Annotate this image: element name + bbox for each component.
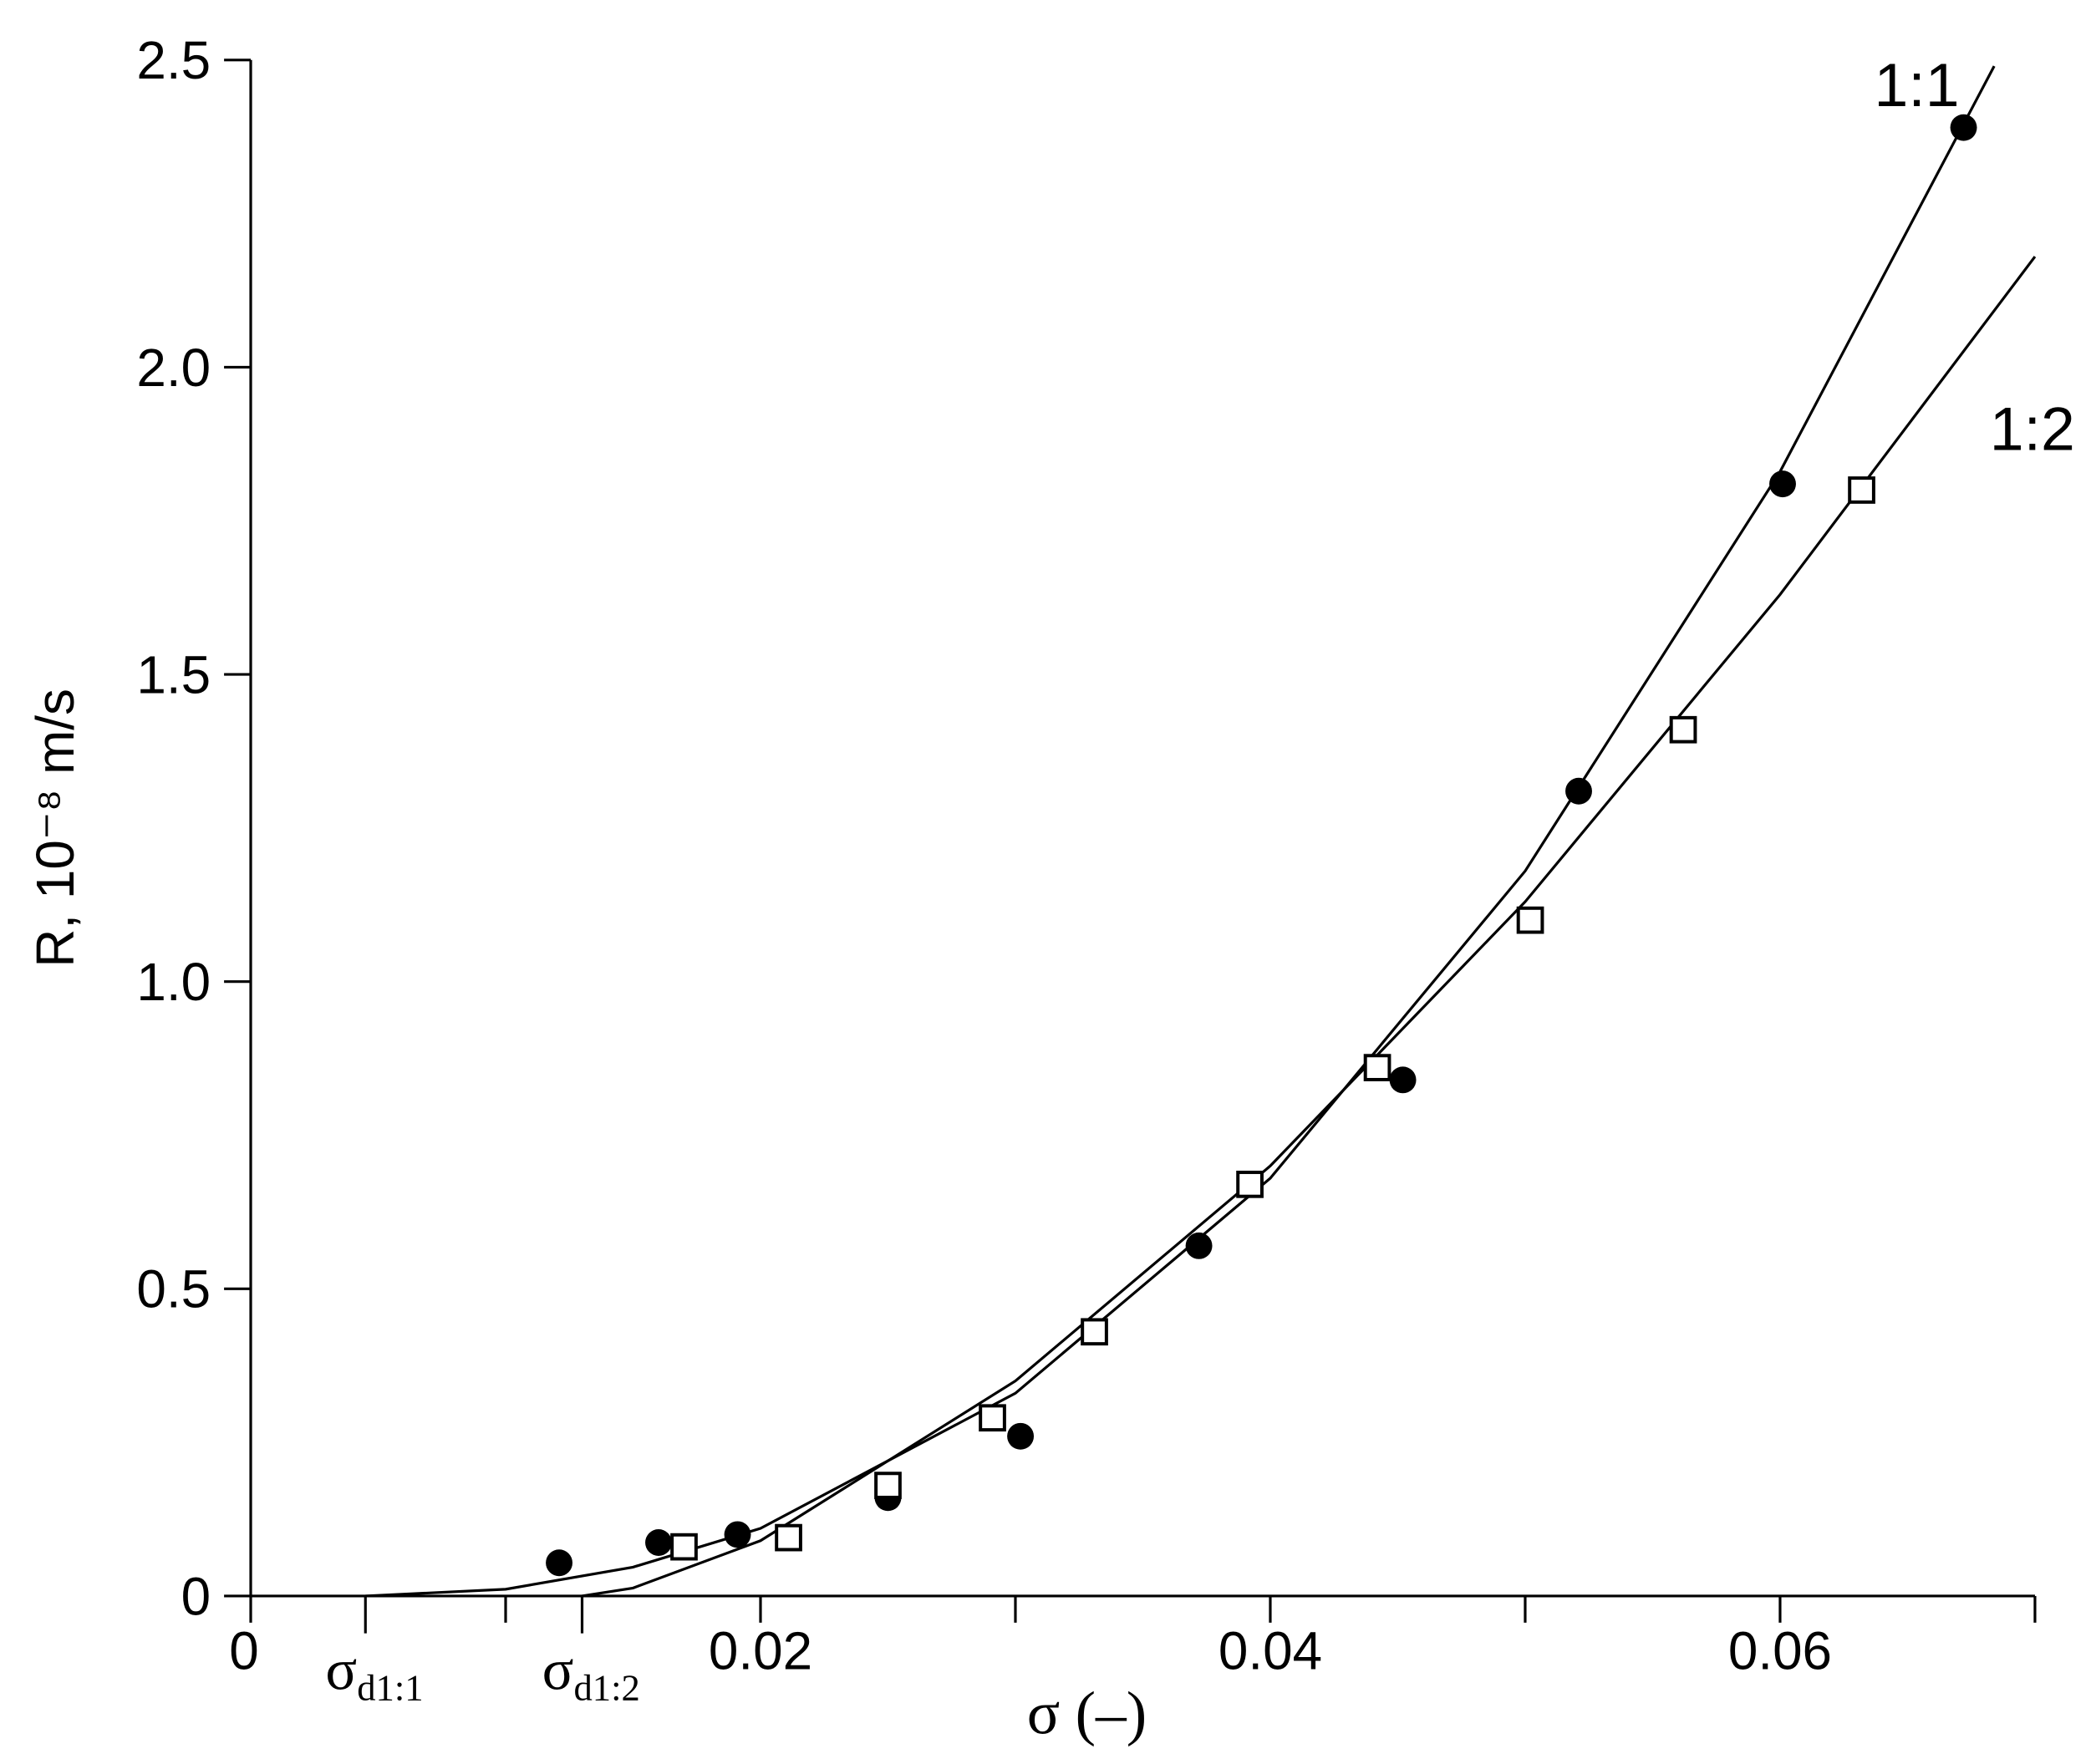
threshold-label: σd1:2 — [542, 1638, 640, 1709]
fit-curve — [582, 256, 2037, 1598]
y-tick-label: 1.5 — [136, 644, 211, 704]
point — [1363, 1054, 1391, 1081]
threshold-symbol: σ — [542, 1638, 574, 1703]
y-axis-label: R, 10⁻⁸ m/s — [25, 689, 85, 968]
point — [1769, 470, 1796, 498]
point — [546, 1549, 573, 1577]
point — [1185, 1232, 1213, 1259]
y-tick-label: 0.5 — [136, 1259, 211, 1319]
series-label: 1:2 — [1990, 394, 2075, 463]
point — [1236, 1170, 1264, 1198]
y-tick-label: 2.5 — [136, 30, 211, 90]
point — [1848, 476, 1875, 504]
fit-curve — [365, 65, 1996, 1598]
point — [1565, 777, 1592, 805]
threshold-subscript: d1:1 — [357, 1666, 423, 1708]
x-tick-label: 0.06 — [1728, 1621, 1832, 1681]
point — [874, 1472, 902, 1499]
y-tick-label: 2.0 — [136, 338, 211, 398]
point — [645, 1529, 672, 1556]
threshold-symbol: σ — [325, 1638, 357, 1703]
y-tick-label: 1.0 — [136, 952, 211, 1012]
point — [724, 1521, 751, 1548]
point — [1669, 715, 1697, 744]
point — [1950, 114, 1977, 141]
point — [1516, 906, 1544, 934]
point — [1081, 1318, 1108, 1346]
threshold-subscript: d1:2 — [573, 1666, 639, 1708]
point — [775, 1523, 802, 1552]
point — [979, 1404, 1006, 1432]
x-tick-label: 0.04 — [1218, 1621, 1322, 1681]
x-axis-label: σ (–) — [1027, 1679, 1147, 1746]
y-tick-label: 0 — [181, 1566, 211, 1626]
x-tick-label: 0.02 — [709, 1621, 812, 1681]
point — [1007, 1422, 1035, 1450]
series-label: 1:1 — [1875, 51, 1960, 119]
x-tick-label: 0 — [229, 1621, 259, 1681]
point — [1389, 1066, 1417, 1094]
point — [670, 1533, 698, 1561]
threshold-label: σd1:1 — [325, 1638, 423, 1709]
